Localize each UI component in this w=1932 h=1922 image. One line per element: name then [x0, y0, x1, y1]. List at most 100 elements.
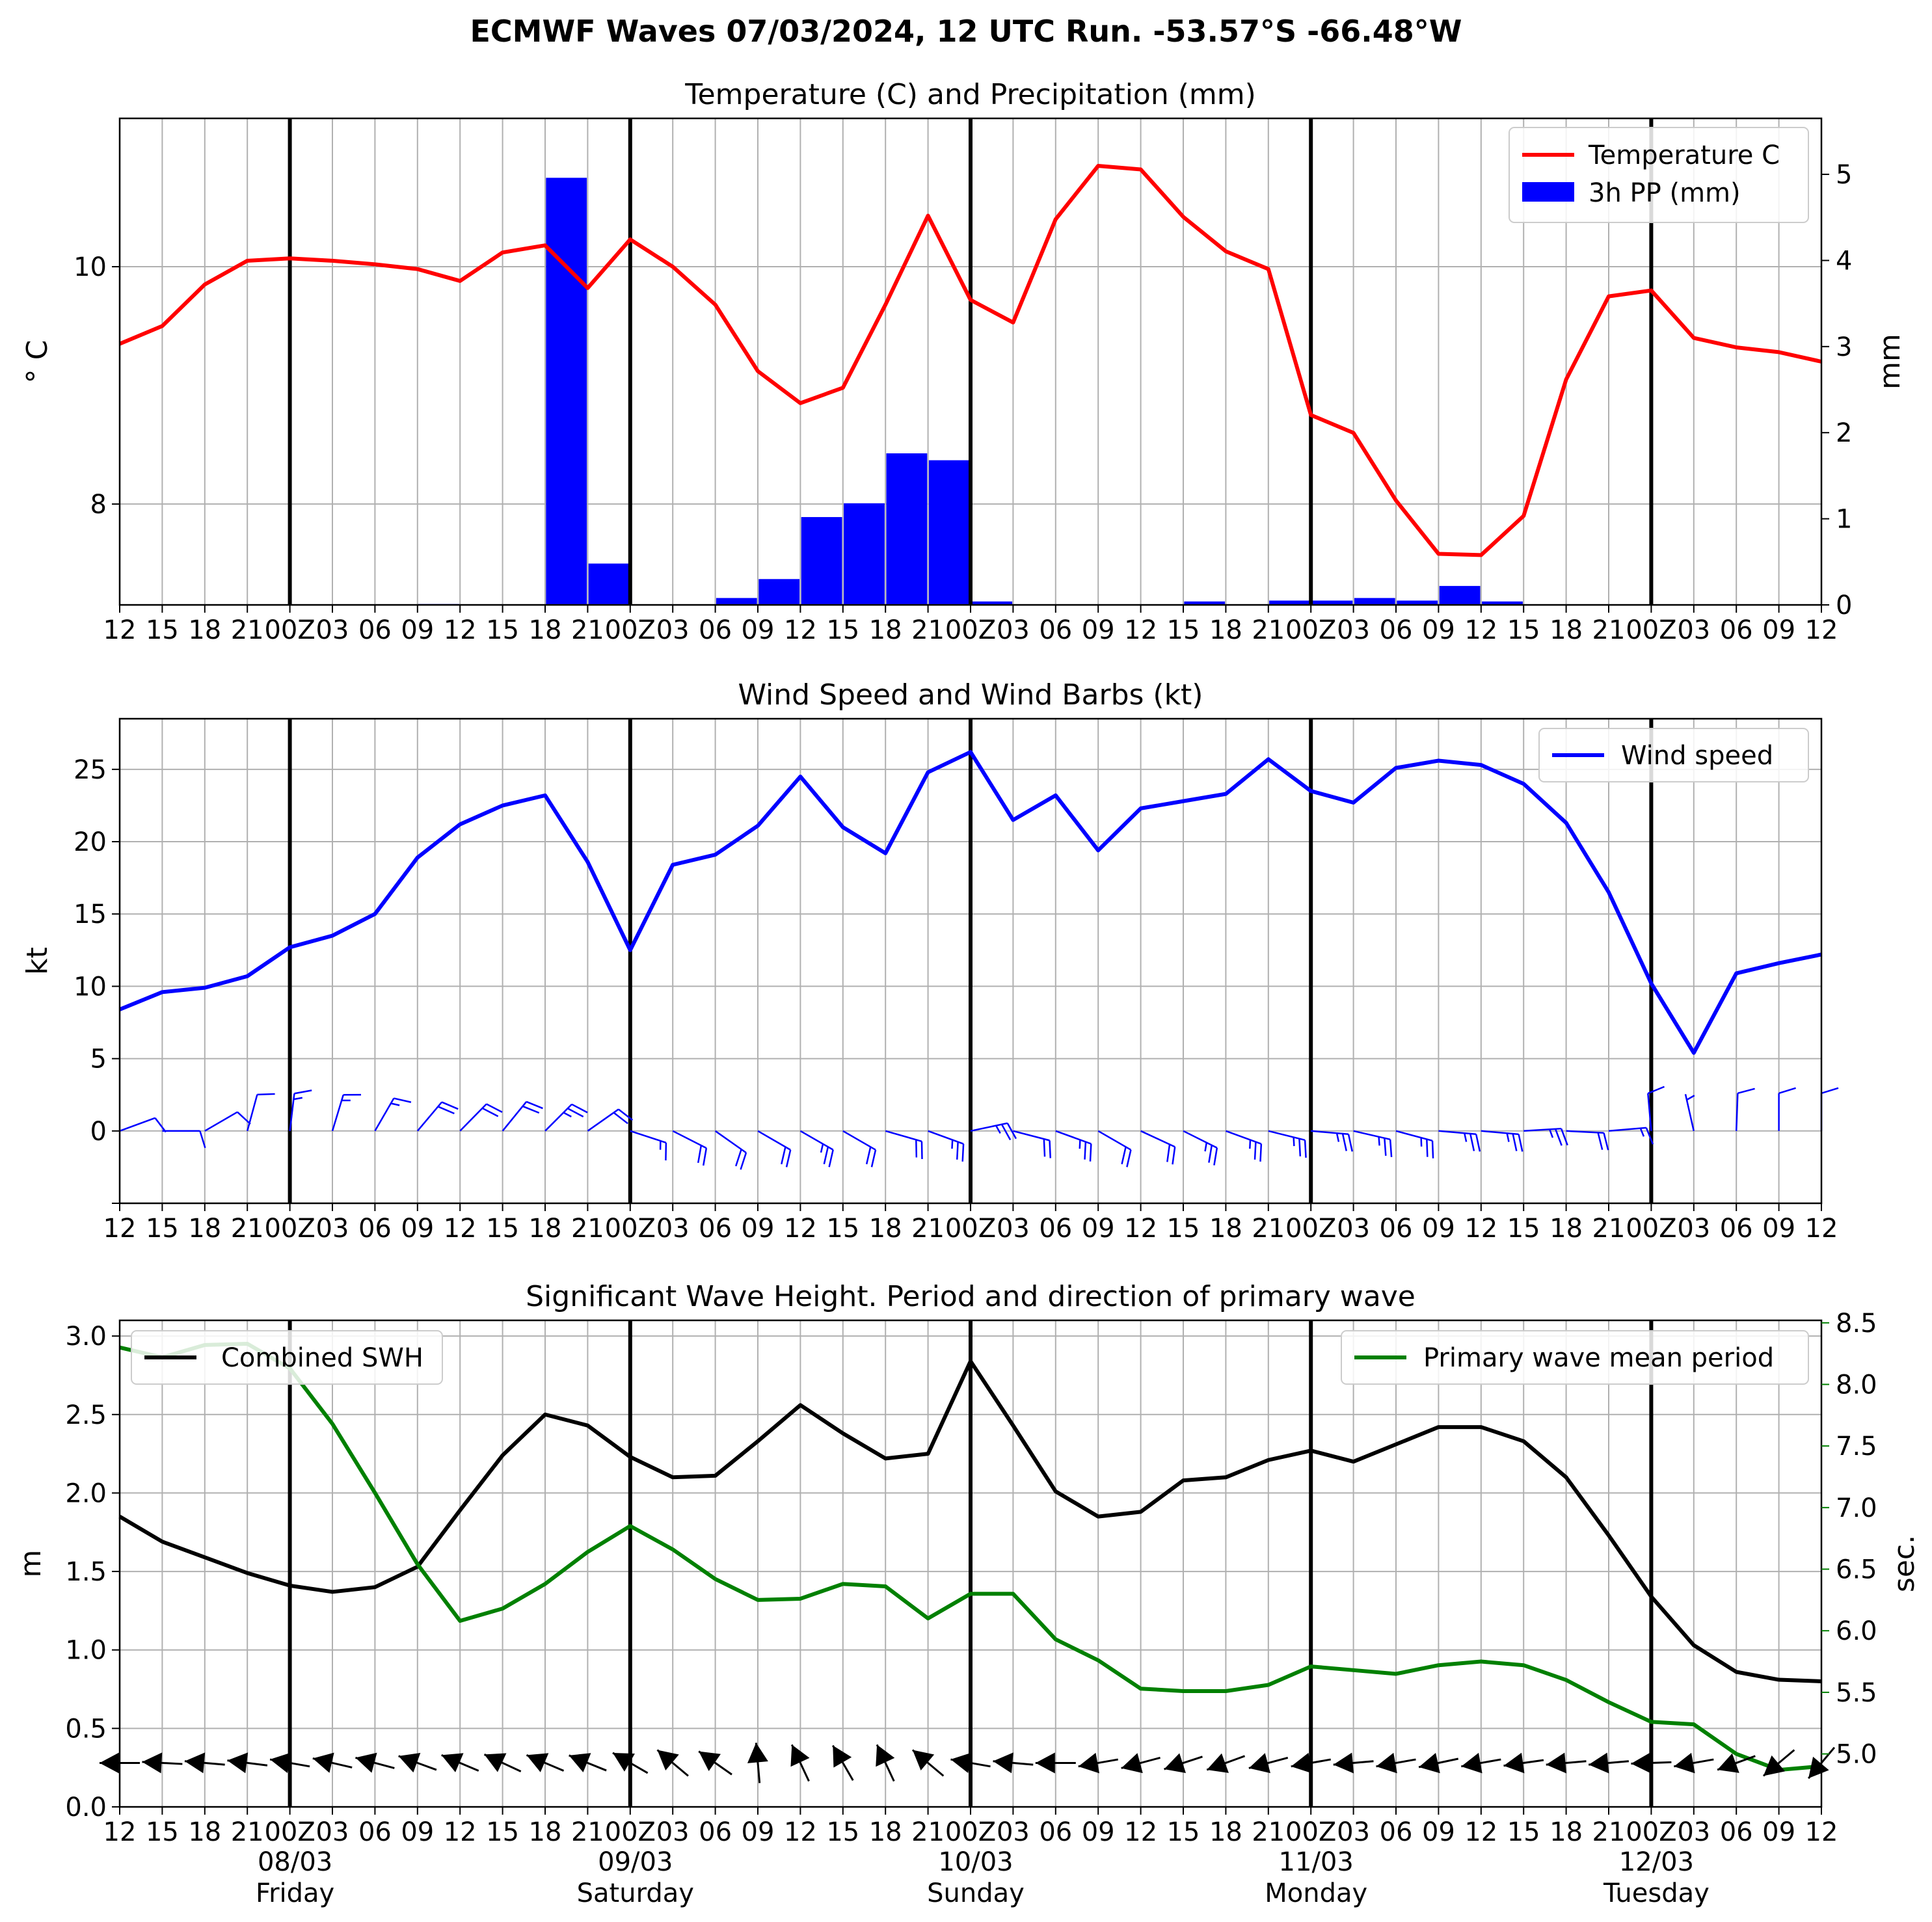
x-tick-label: 15 [1167, 615, 1200, 645]
barb-staff [1481, 1130, 1519, 1136]
barb-feather [567, 1108, 584, 1117]
wind-speed-line [118, 750, 1822, 1055]
x-tick-label: 12 [444, 1214, 477, 1244]
wave-direction-arrow [612, 1752, 649, 1774]
wind-barb [502, 1101, 543, 1132]
arrow-head [612, 1752, 635, 1772]
barb-feather [781, 1147, 786, 1165]
precip-bar [801, 516, 842, 605]
x-tick-label: 15 [146, 1214, 179, 1244]
wind-barb [1647, 1086, 1665, 1131]
legend-box [1341, 1330, 1809, 1385]
x-tick-label: 00Z [605, 1817, 656, 1847]
precip-bar [758, 579, 800, 605]
x-tick-label: 12 [1464, 1214, 1497, 1244]
y-tick-label: 5 [90, 1045, 107, 1074]
day-name-label: Tuesday [1603, 1878, 1710, 1908]
x-tick-label: 09 [401, 1817, 434, 1847]
arrow-head [100, 1752, 119, 1774]
wind-barb [1735, 1088, 1755, 1131]
day-date-label: 08/03 [258, 1847, 332, 1877]
y2-tick-label: 6.5 [1836, 1555, 1877, 1585]
arrow-head [484, 1753, 507, 1772]
y-axis-label: ° C [21, 340, 54, 384]
x-tick-label: 12 [103, 615, 137, 645]
legend-box [1509, 127, 1809, 223]
wind-barb [1097, 1130, 1132, 1168]
wind-barb [842, 1130, 877, 1168]
arrow-head [1546, 1752, 1566, 1774]
barb-feather [1554, 1128, 1563, 1146]
x-tick-label: 09 [401, 1214, 434, 1244]
wave-direction-arrow [1631, 1752, 1672, 1774]
x-tick-label: 00Z [264, 615, 315, 645]
y-tick-label: 10 [74, 252, 107, 282]
arrow-head [184, 1752, 206, 1774]
x-tick-label: 15 [1167, 1817, 1200, 1847]
arrow-head [1164, 1753, 1186, 1773]
x-tick-label: 18 [188, 1817, 221, 1847]
x-tick-label: 18 [869, 1817, 902, 1847]
arrow-head [142, 1752, 163, 1774]
barb-feather [697, 1145, 703, 1164]
arrow-head [912, 1750, 935, 1771]
x-tick-label: 21 [1252, 1214, 1285, 1244]
arrow-head [1461, 1752, 1483, 1774]
barb-feather [199, 1130, 206, 1149]
barb-half-feather [1378, 1136, 1380, 1146]
x-tick-label: 15 [486, 1817, 519, 1847]
barb-feather [1298, 1138, 1302, 1156]
barb-feather [1049, 1140, 1051, 1158]
arrow-head [227, 1752, 248, 1774]
barb-staff [331, 1094, 344, 1132]
arrow-head [1419, 1752, 1440, 1774]
wind-barb [246, 1093, 275, 1132]
wind-barb [1225, 1130, 1263, 1162]
x-tick-label: 15 [1507, 615, 1540, 645]
barb-staff [1140, 1130, 1175, 1148]
barb-feather [1431, 1140, 1434, 1159]
precip-bar [546, 178, 587, 606]
arrow-head [1207, 1753, 1229, 1773]
x-tick-label: 12 [1124, 1817, 1157, 1847]
wave-direction-arrow [355, 1752, 395, 1773]
wind-barb [970, 1122, 1017, 1141]
barb-feather [1089, 1143, 1092, 1162]
day-date-label: 09/03 [598, 1847, 673, 1877]
wind-barb [672, 1130, 708, 1166]
arrow-head [876, 1744, 895, 1767]
x-tick-label: 09 [1422, 1214, 1455, 1244]
x-tick-label: 21 [231, 1817, 264, 1847]
arrow-head [657, 1750, 679, 1771]
x-tick-label: 06 [358, 1214, 392, 1244]
barb-staff [1183, 1130, 1218, 1149]
wave-direction-arrow [1674, 1752, 1714, 1774]
barb-staff [1097, 1130, 1132, 1151]
barb-feather [702, 1147, 708, 1166]
x-tick-label: 15 [1507, 1214, 1540, 1244]
y2-tick-label: 7.0 [1836, 1493, 1877, 1523]
precip-bar [716, 598, 757, 605]
wind-barb [1438, 1130, 1481, 1152]
y2-axis-label: mm [1873, 334, 1907, 390]
x-tick-label: 15 [826, 1817, 859, 1847]
barb-feather [1597, 1132, 1603, 1151]
x-tick-label: 21 [571, 1817, 604, 1847]
x-tick-label: 21 [1592, 1817, 1626, 1847]
arrow-head [1717, 1753, 1739, 1773]
y2-tick-label: 4 [1836, 246, 1852, 276]
precip-bar [1311, 600, 1353, 605]
x-tick-label: 09 [1762, 1214, 1795, 1244]
wave-direction-arrow [790, 1744, 810, 1782]
x-tick-label: 18 [869, 615, 902, 645]
x-tick-label: 18 [869, 1214, 902, 1244]
y-tick-label: 20 [74, 827, 107, 857]
wind-barb [1481, 1130, 1523, 1152]
x-tick-label: 21 [1252, 1817, 1285, 1847]
x-tick-label: 18 [529, 1214, 562, 1244]
wind-barb [1608, 1127, 1654, 1145]
day-name-label: Saturday [577, 1878, 694, 1908]
x-tick-label: 09 [1422, 1817, 1455, 1847]
barb-staff [502, 1101, 528, 1132]
barb-staff [416, 1101, 443, 1132]
